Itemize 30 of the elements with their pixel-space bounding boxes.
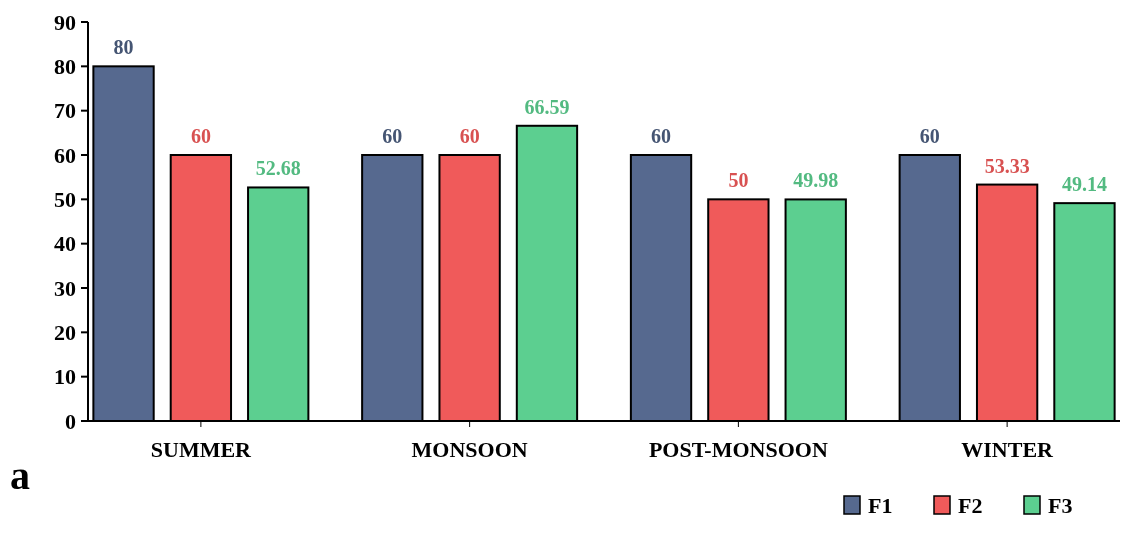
data-label: 49.14	[1061, 173, 1107, 196]
legend-label: F1	[868, 492, 893, 518]
legend-label: F3	[1048, 492, 1073, 518]
data-label: 60	[382, 125, 403, 147]
data-label: 50	[728, 169, 749, 192]
data-label: 53.33	[984, 154, 1030, 177]
data-label: 60	[651, 125, 672, 147]
y-tick-label: 90	[54, 9, 76, 35]
x-tick-label: SUMMER	[150, 437, 253, 462]
y-tick-label: 80	[54, 54, 76, 80]
legend-label: F2	[958, 492, 983, 518]
y-tick-label: 30	[54, 275, 76, 301]
y-tick-label: 60	[54, 142, 76, 168]
data-label: 49.98	[793, 169, 839, 192]
data-label: 52.68	[255, 157, 301, 180]
x-tick-label: WINTER	[961, 437, 1055, 462]
x-tick-label: MONSOON	[411, 437, 528, 462]
data-label: 80	[113, 36, 134, 59]
text: a	[10, 453, 30, 498]
y-tick-label: 70	[54, 98, 76, 124]
data-label: 60	[919, 125, 940, 147]
y-tick-label: 10	[54, 364, 76, 390]
y-tick-label: 50	[54, 187, 76, 213]
y-tick-label: 20	[54, 320, 76, 346]
x-tick-label: POST-MONSOON	[648, 437, 828, 462]
data-label: 60	[190, 125, 211, 147]
data-label: 60	[459, 125, 480, 147]
y-tick-label: 0	[65, 408, 76, 434]
y-tick-label: 40	[54, 231, 76, 257]
data-label: 66.59	[524, 95, 570, 118]
